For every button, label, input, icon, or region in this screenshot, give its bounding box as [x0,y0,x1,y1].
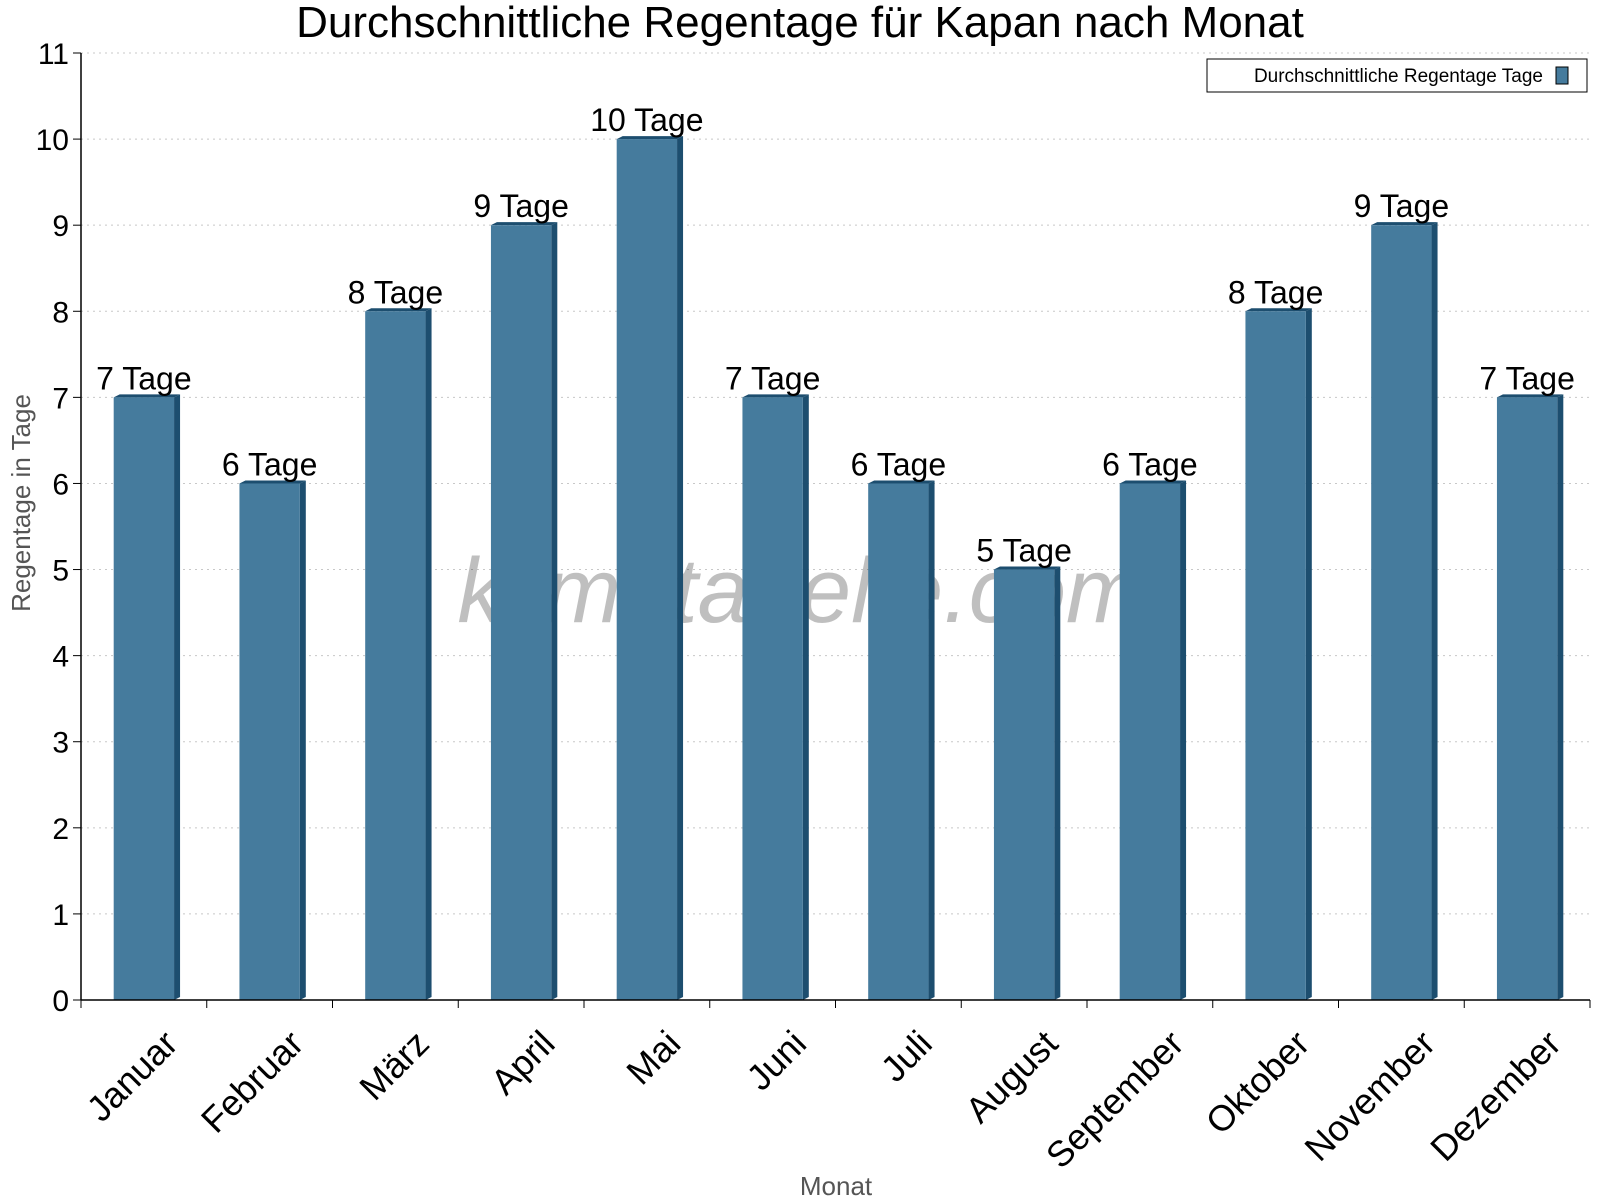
bar-top-8 [1119,480,1187,484]
data-label-9: 8 Tage [1228,274,1324,310]
bar-november [1371,222,1438,1000]
bar-top-3 [490,222,558,226]
x-tick-label-4: Mai [618,1022,688,1092]
bar-side-6 [928,480,935,1000]
data-label-1: 6 Tage [222,446,318,482]
bar-top-4 [616,136,684,140]
bar-august [993,566,1061,1000]
bar-face-1 [239,483,300,1000]
bar-face-7 [993,569,1055,1000]
y-tick-label-1: 1 [52,899,69,932]
bar-face-4 [616,139,678,1000]
bar-märz [365,308,432,1001]
bar-juli [868,480,935,1000]
y-tick-label-7: 7 [52,382,69,415]
bar-face-5 [742,397,803,1000]
bar-face-6 [868,483,929,1000]
data-label-8: 6 Tage [1102,446,1198,482]
axes-group [73,52,1591,1008]
data-label-2: 8 Tage [348,274,444,310]
x-tick-label-3: April [483,1022,563,1102]
bar-top-9 [1245,308,1312,312]
legend-label: Durchschnittliche Regentage Tage [1254,66,1543,87]
bar-februar [239,480,306,1000]
x-tick-label-10: November [1296,1022,1442,1168]
bar-face-0 [113,397,175,1000]
chart-title: Durchschnittliche Regentage für Kapan na… [296,0,1304,47]
bar-side-8 [1180,480,1187,1000]
bar-side-4 [677,136,684,1000]
bar-face-8 [1119,483,1181,1000]
y-tick-label-5: 5 [52,555,69,588]
x-tick-label-0: Januar [79,1022,186,1129]
bar-side-2 [425,308,432,1001]
y-tick-label-2: 2 [52,813,69,846]
data-label-0: 7 Tage [96,360,192,396]
bar-side-9 [1305,308,1312,1001]
legend: Durchschnittliche Regentage Tage [1206,58,1588,93]
bar-face-9 [1245,311,1306,1001]
y-axis-label: Regentage in Tage [6,394,36,612]
y-tick-label-0: 0 [52,985,69,1018]
bar-dezember [1496,394,1564,1000]
bar-side-1 [299,480,306,1000]
data-label-6: 6 Tage [851,446,947,482]
x-tick-label-6: Juli [873,1022,940,1089]
y-tick-label-4: 4 [52,641,69,674]
y-tick-label-9: 9 [52,210,69,243]
bar-face-3 [490,225,552,1000]
bar-top-7 [993,566,1061,570]
x-tick-label-9: Oktober [1198,1022,1318,1142]
bar-top-2 [365,308,432,312]
x-tick-label-8: September [1038,1022,1192,1176]
bar-juni [742,394,809,1000]
bar-side-3 [551,222,558,1000]
bar-side-0 [174,394,181,1000]
bar-oktober [1245,308,1312,1001]
bar-mai [616,136,684,1000]
x-axis-label: Monat [800,1171,873,1200]
bar-side-10 [1431,222,1438,1000]
data-label-4: 10 Tage [590,102,703,138]
y-tick-label-8: 8 [52,296,69,329]
data-labels: 7 Tage 6 Tage 8 Tage 9 Tage 10 Tage 7 Tage 6 T… [96,102,1575,568]
bar-side-5 [802,394,809,1000]
data-label-3: 9 Tage [473,188,569,224]
legend-swatch [1555,66,1569,85]
y-tick-label-3: 3 [52,727,69,760]
bar-top-6 [868,480,935,484]
x-tick-label-1: Februar [193,1022,311,1140]
x-tick-label-2: März [351,1022,437,1108]
data-label-5: 7 Tage [725,360,821,396]
y-tick-label-10: 10 [36,124,69,157]
bar-april [490,222,558,1000]
y-tick-labels: 0 1 2 3 4 5 6 7 8 9 10 11 [36,38,69,1018]
data-label-7: 5 Tage [976,533,1072,569]
bar-september [1119,480,1187,1000]
bars-group [113,136,1564,1001]
y-tick-label-11: 11 [38,38,69,71]
x-tick-label-7: August [957,1022,1065,1130]
data-label-10: 9 Tage [1354,188,1450,224]
bar-januar [113,394,181,1000]
bar-top-11 [1496,394,1564,398]
bar-side-11 [1557,394,1564,1000]
x-tick-label-11: Dezember [1422,1022,1568,1168]
bar-face-10 [1371,225,1432,1000]
legend-box [1206,58,1588,93]
bar-face-11 [1496,397,1558,1000]
bar-top-10 [1371,222,1438,226]
data-label-11: 7 Tage [1479,360,1575,396]
x-tick-labels: Januar Februar März April Mai Juni Juli AugustS… [79,1022,1569,1176]
bar-side-7 [1054,566,1061,1000]
bar-face-2 [365,311,426,1001]
x-tick-label-5: Juni [738,1022,814,1098]
y-tick-label-6: 6 [52,468,69,501]
bar-top-0 [113,394,181,398]
bar-top-1 [239,480,306,484]
bar-top-5 [742,394,809,398]
grid-lines [81,52,1590,915]
